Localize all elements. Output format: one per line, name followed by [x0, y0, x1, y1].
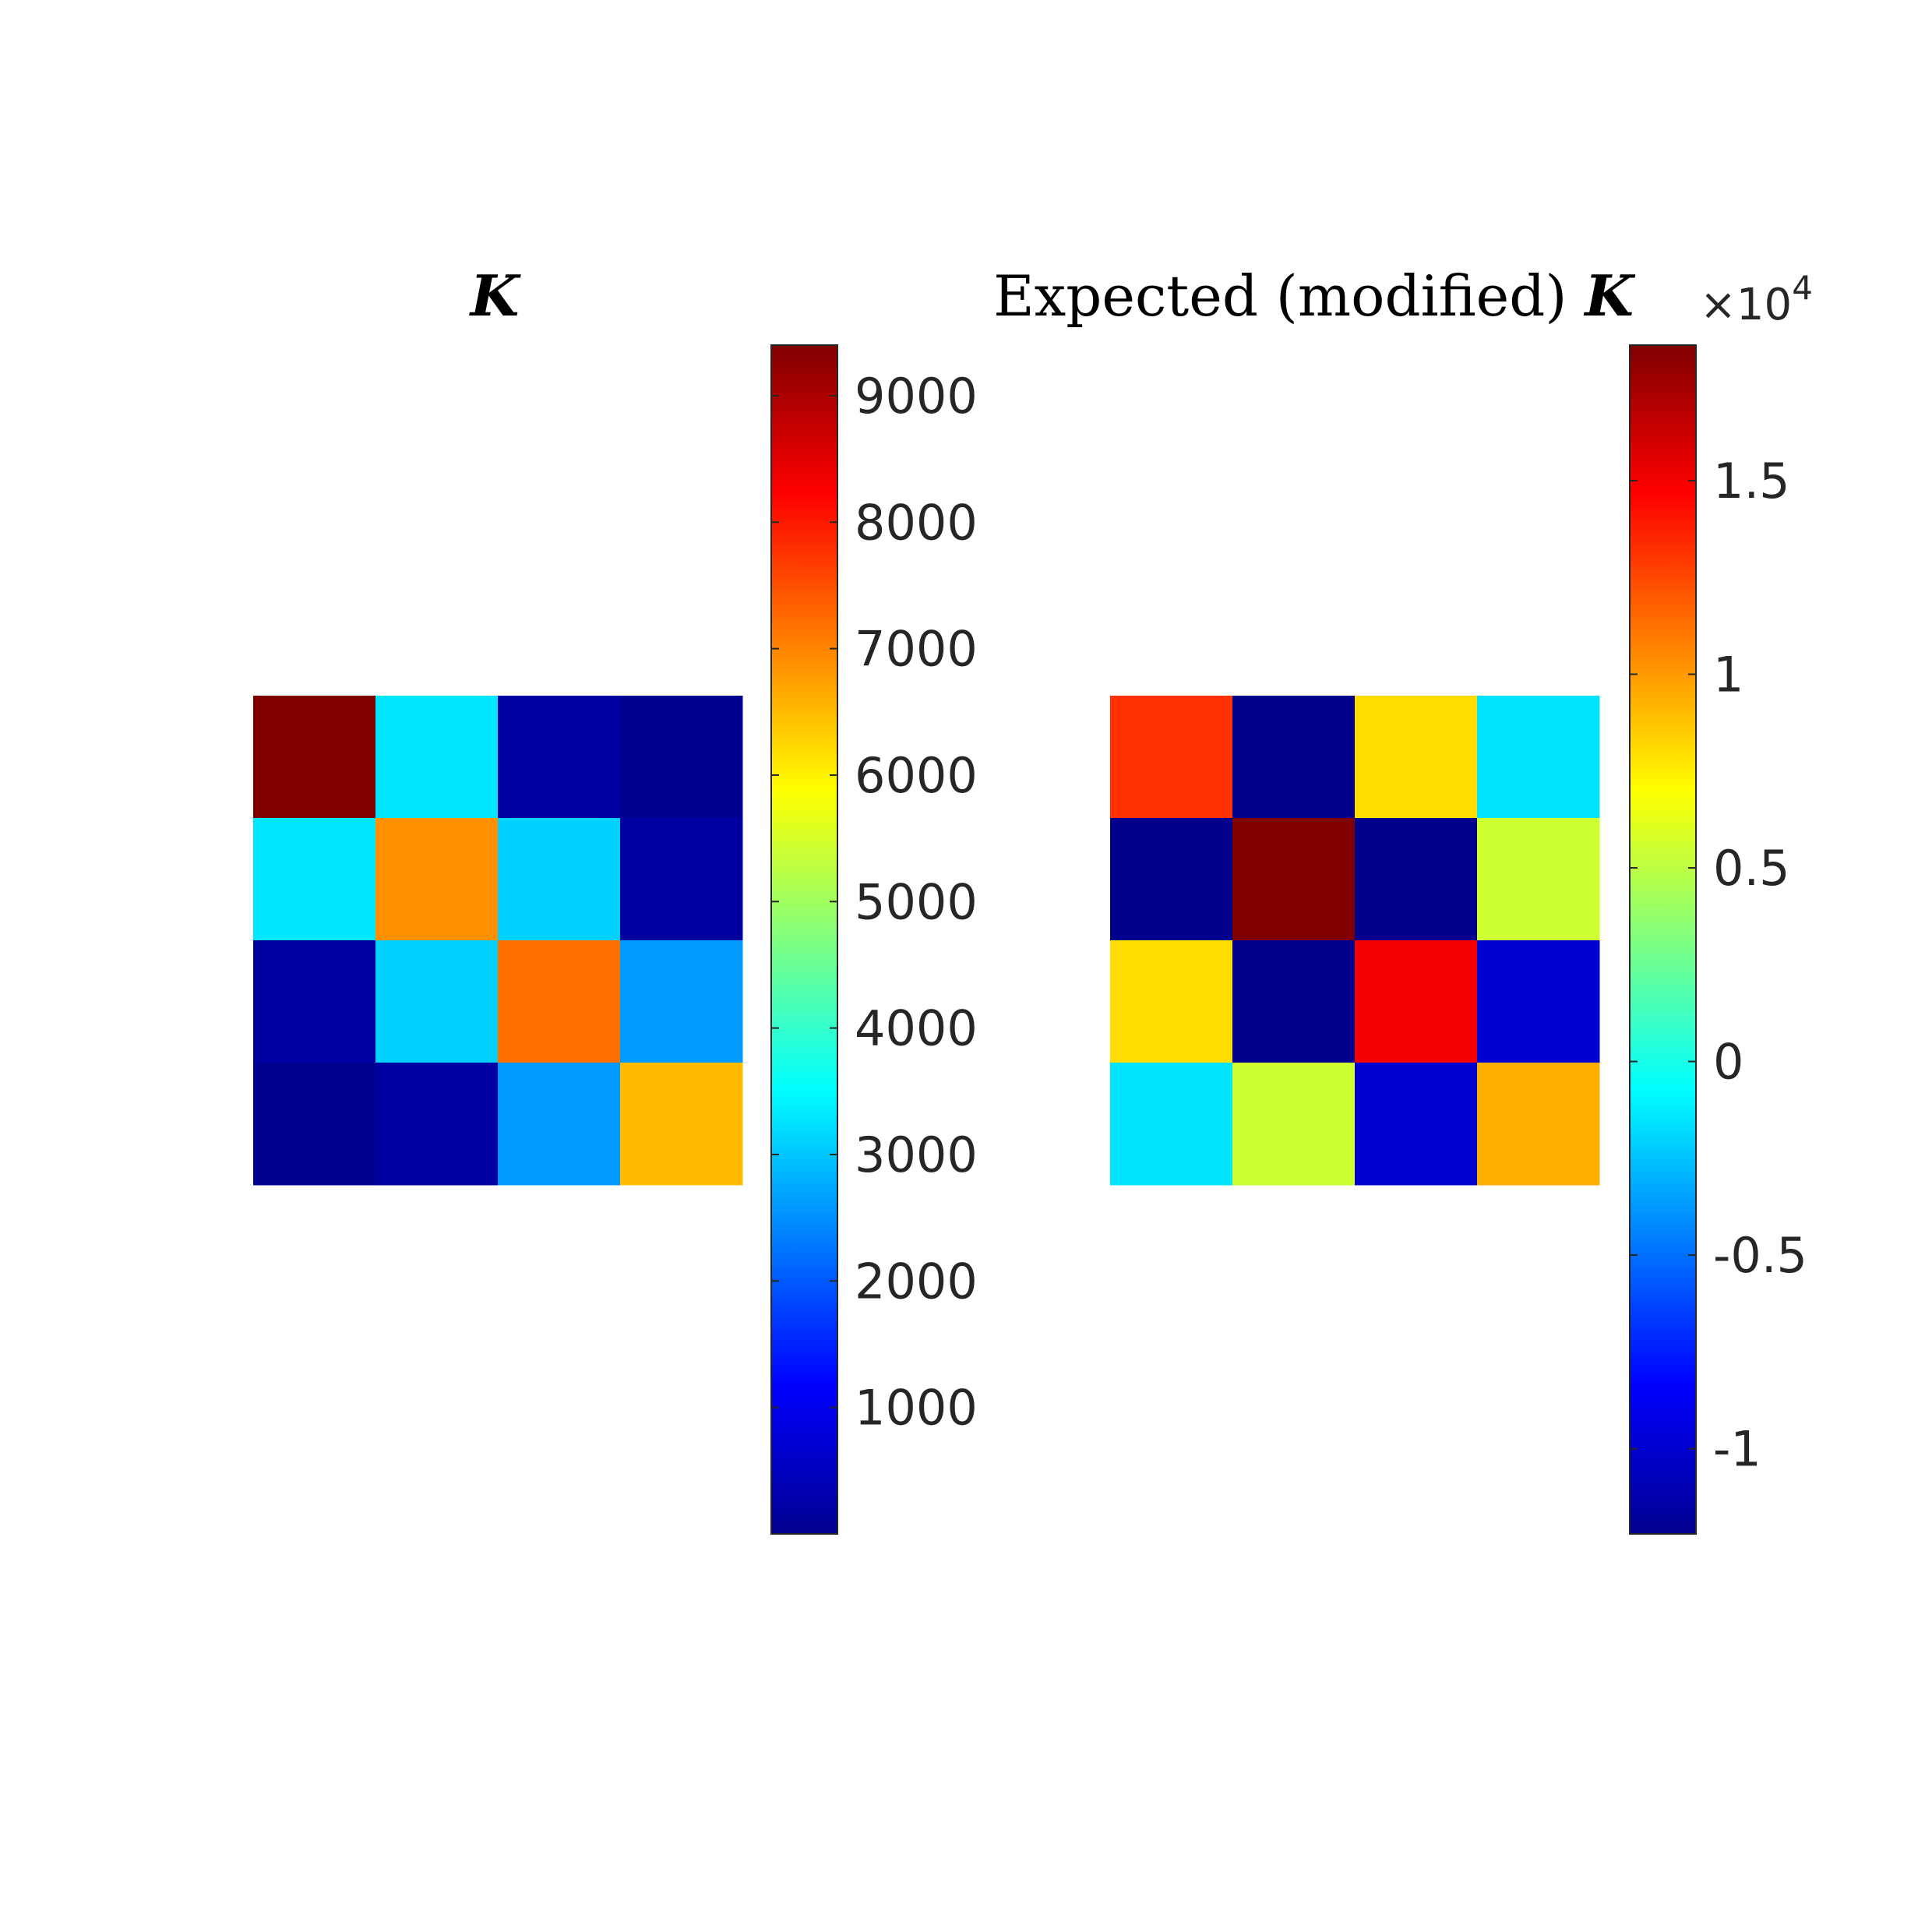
- colorbar-tick-label: 8000: [855, 494, 978, 551]
- chart-expected-k-title: Expected (modified) K: [993, 263, 1635, 329]
- colorbar-tick-label: 2000: [855, 1253, 978, 1310]
- colorbar-expected-k-exponent-power: 4: [1792, 269, 1813, 307]
- heatmap-cell-r4-c2: [375, 1063, 499, 1186]
- heatmap-cell-r3-c3: [1355, 940, 1478, 1063]
- colorbar-k: 1000 2000 3000 4000 5000 6000 7000 8000 9000: [770, 344, 978, 1535]
- colorbar-tick-label: 7000: [855, 621, 978, 678]
- chart-k-title-symbol: K: [469, 263, 521, 329]
- heatmap-cell-r1-c3: [1355, 696, 1478, 819]
- heatmap-cell-r1-c4: [1477, 696, 1600, 819]
- heatmap-cell-r4-c1: [1110, 1063, 1233, 1186]
- colorbar-expected-k-gradient: [1629, 344, 1697, 1535]
- heatmap-cell-r2-c4: [1477, 818, 1600, 941]
- heatmap-cell-r2-c3: [1355, 818, 1478, 941]
- heatmap-cell-r1-c3: [498, 696, 621, 819]
- colorbar-tick-label: 6000: [855, 747, 978, 804]
- heatmap-cell-r4-c4: [1477, 1063, 1600, 1186]
- colorbar-tick-label: 4000: [855, 1000, 978, 1057]
- heatmap-cell-r1-c1: [1110, 696, 1233, 819]
- colorbar-tick-label: 1: [1713, 647, 1743, 703]
- heatmap-cell-r2-c2: [1232, 818, 1356, 941]
- colorbar-tick-label: -0.5: [1713, 1227, 1807, 1284]
- heatmap-cell-r2-c2: [375, 818, 499, 941]
- heatmap-cell-r1-c2: [1232, 696, 1356, 819]
- colorbar-tick-label: 1000: [855, 1380, 978, 1437]
- colorbar-expected-k-exponent: ×104: [1700, 269, 1813, 330]
- heatmap-k: [253, 696, 743, 1186]
- heatmap-cell-r4-c4: [620, 1063, 743, 1186]
- chart-k: K 1000 2000 3000 4000 5000 6000 7000 8000 9000: [253, 263, 978, 1535]
- heatmap-cell-r2-c3: [498, 818, 621, 941]
- colorbar-k-ticks: 1000 2000 3000 4000 5000 6000 7000 8000 9000: [771, 368, 978, 1437]
- chart-expected-k-title-symbol: K: [1583, 263, 1635, 329]
- heatmap-expected-k: [1110, 696, 1600, 1186]
- colorbar-expected-k-ticks: -1 -0.5 0 0.5 1 1.5: [1630, 453, 1807, 1478]
- chart-expected-k: Expected (modified) K -1 -0.5 0 0.5 1 1.5 ×10…: [993, 263, 1813, 1535]
- colorbar-tick-label: 5000: [855, 873, 978, 930]
- colorbar-tick-label: 3000: [855, 1126, 978, 1183]
- heatmap-cell-r1-c2: [375, 696, 499, 819]
- heatmap-cell-r4-c3: [1355, 1063, 1478, 1186]
- heatmap-cell-r3-c4: [1477, 940, 1600, 1063]
- heatmap-cell-r3-c2: [375, 940, 499, 1063]
- heatmap-cell-r3-c4: [620, 940, 743, 1063]
- colorbar-tick-label: 1.5: [1713, 453, 1790, 509]
- heatmap-cell-r1-c1: [253, 696, 376, 819]
- heatmap-cell-r4-c2: [1232, 1063, 1356, 1186]
- heatmap-cell-r3-c3: [498, 940, 621, 1063]
- heatmap-cell-r4-c1: [253, 1063, 376, 1186]
- colorbar-tick-label: 0: [1713, 1034, 1743, 1091]
- heatmap-cell-r3-c1: [1110, 940, 1233, 1063]
- heatmap-cell-r3-c2: [1232, 940, 1356, 1063]
- heatmap-cell-r2-c1: [1110, 818, 1233, 941]
- colorbar-tick-label: 0.5: [1713, 840, 1790, 897]
- heatmap-cell-r2-c4: [620, 818, 743, 941]
- heatmap-cell-r2-c1: [253, 818, 376, 941]
- heatmap-cell-r3-c1: [253, 940, 376, 1063]
- chart-k-title: K: [469, 263, 521, 329]
- colorbar-tick-label: 9000: [855, 368, 978, 425]
- heatmap-cell-r1-c4: [620, 696, 743, 819]
- colorbar-k-gradient: [770, 344, 838, 1535]
- colorbar-expected-k: -1 -0.5 0 0.5 1 1.5: [1629, 344, 1807, 1535]
- heatmap-cell-r4-c3: [498, 1063, 621, 1186]
- colorbar-tick-label: -1: [1713, 1421, 1761, 1478]
